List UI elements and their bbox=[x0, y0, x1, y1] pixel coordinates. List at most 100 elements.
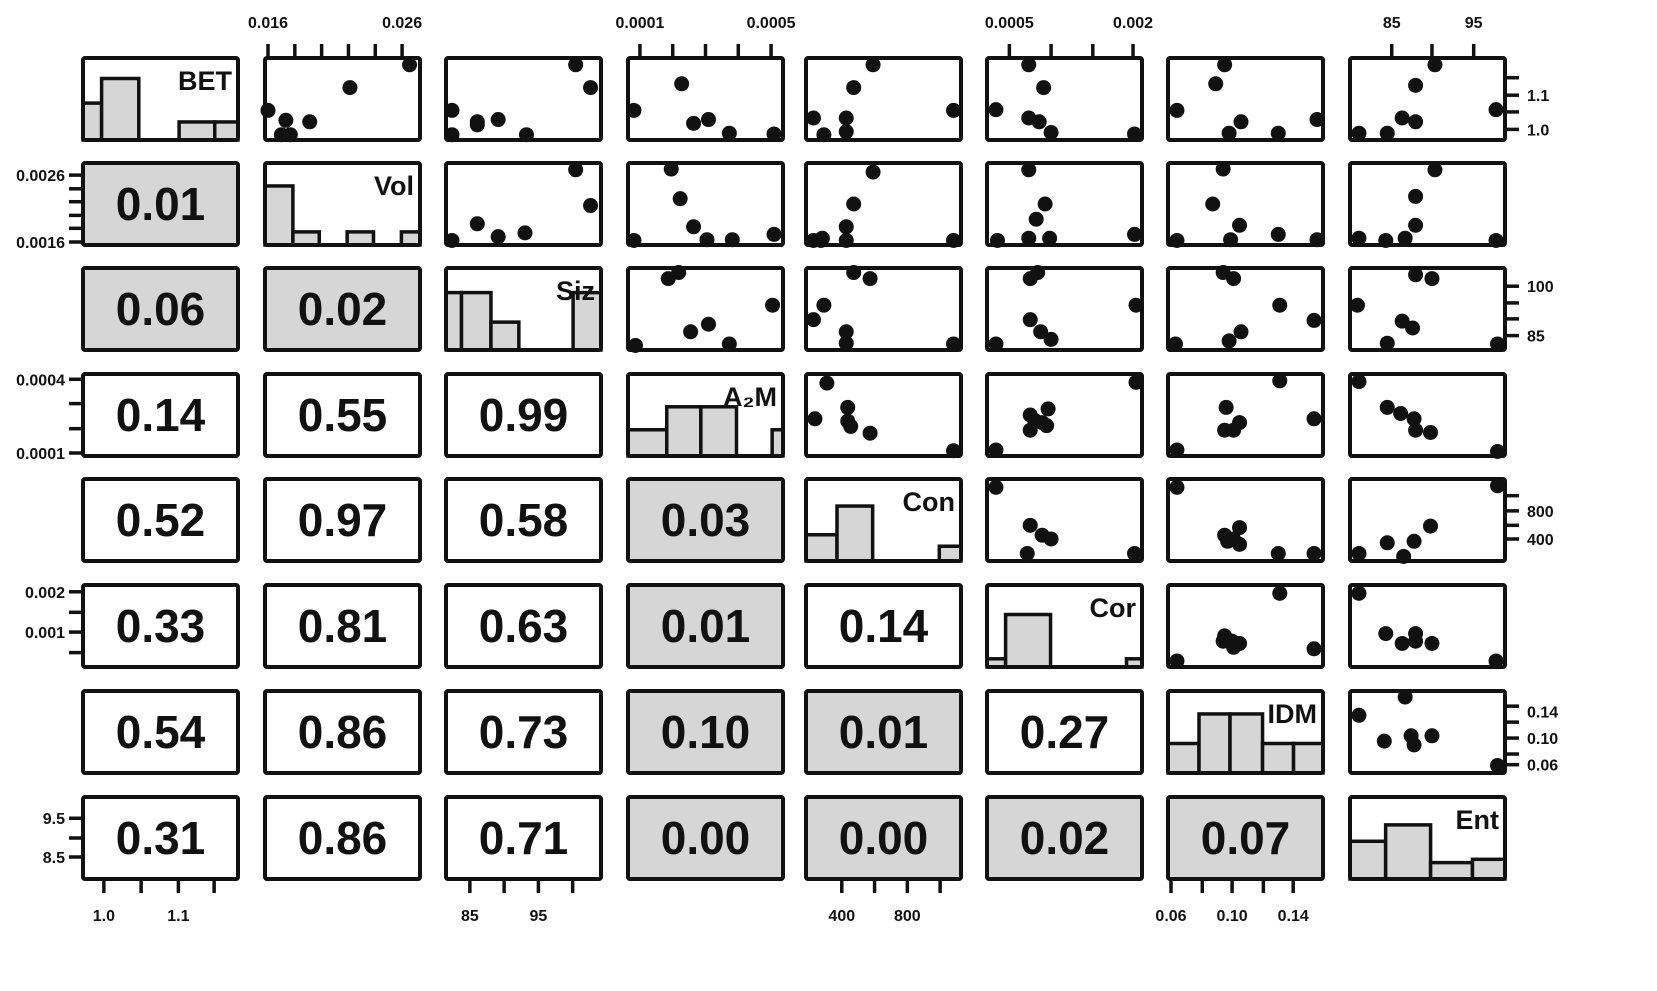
cell-frame bbox=[804, 477, 963, 563]
axis-tick-label: 0.0005 bbox=[747, 15, 796, 32]
pvalue-text: 0.01 bbox=[839, 706, 929, 758]
data-point bbox=[1218, 399, 1234, 415]
data-point bbox=[1427, 57, 1443, 73]
data-point bbox=[683, 324, 699, 340]
scatter-points-A2M-Con bbox=[807, 375, 962, 459]
data-point bbox=[721, 336, 737, 352]
data-point bbox=[1396, 548, 1412, 564]
matrix-cell-BET-Ent bbox=[1348, 56, 1507, 142]
axis-tick-label: 95 bbox=[530, 908, 548, 925]
data-point bbox=[846, 196, 862, 212]
histogram-bar bbox=[1291, 741, 1325, 775]
axis-tick-label: 0.026 bbox=[382, 15, 422, 32]
data-point bbox=[1406, 411, 1422, 427]
data-point bbox=[1232, 415, 1248, 431]
scatter-points-Vol-Ent bbox=[1351, 162, 1504, 248]
axis-tick-label: 0.0001 bbox=[615, 15, 664, 32]
cell-frame bbox=[444, 477, 603, 563]
data-point bbox=[1406, 533, 1422, 549]
matrix-cell-Siz-BET: 0.06 bbox=[81, 266, 240, 352]
variable-label: Ent bbox=[1456, 805, 1500, 835]
data-point bbox=[1169, 653, 1185, 669]
axis-tick-label: 85 bbox=[1527, 329, 1545, 346]
data-point bbox=[840, 399, 856, 415]
cell-frame bbox=[985, 689, 1144, 775]
data-point bbox=[946, 443, 962, 459]
data-point bbox=[626, 102, 642, 118]
data-point bbox=[1306, 312, 1322, 328]
axis-tick-label: 85 bbox=[1383, 15, 1401, 32]
pvalue-cell-bg bbox=[83, 268, 238, 350]
data-point bbox=[627, 337, 643, 353]
variable-label: IDM bbox=[1268, 699, 1318, 729]
scatter-points-BET-A2M bbox=[626, 76, 782, 142]
matrix-cell-Cor-Cor: Cor bbox=[985, 583, 1144, 669]
data-point bbox=[663, 161, 679, 177]
variable-label: Siz bbox=[556, 276, 595, 306]
data-point bbox=[1169, 479, 1185, 495]
scatter-bg bbox=[628, 163, 783, 245]
pvalue-cell-bg bbox=[83, 163, 238, 245]
data-point bbox=[1169, 102, 1185, 118]
scatter-bg bbox=[1350, 163, 1505, 245]
cell-frame bbox=[804, 161, 963, 247]
scatter-points-BET-Con bbox=[805, 57, 962, 143]
data-point bbox=[1272, 297, 1288, 313]
variable-label: Vol bbox=[374, 171, 414, 201]
cell-frame bbox=[626, 795, 785, 881]
data-point bbox=[721, 125, 737, 141]
scatter-bg bbox=[1168, 374, 1323, 456]
data-point bbox=[1427, 162, 1443, 178]
cell-frame bbox=[1166, 372, 1325, 458]
data-point bbox=[1043, 531, 1059, 547]
cell-frame bbox=[626, 266, 785, 352]
pvalue-cell-bg bbox=[265, 374, 420, 456]
data-point bbox=[1379, 335, 1395, 351]
data-point bbox=[402, 57, 418, 73]
data-point bbox=[846, 265, 862, 281]
scatter-points-A2M-Ent bbox=[1351, 374, 1506, 459]
matrix-cell-IDM-Con: 0.01 bbox=[804, 689, 963, 775]
pvalue-text: 0.86 bbox=[298, 706, 388, 758]
data-point bbox=[517, 225, 533, 241]
data-point bbox=[1309, 232, 1325, 248]
data-point bbox=[1424, 728, 1440, 744]
axis-tick-label: 0.06 bbox=[1155, 908, 1186, 925]
data-point bbox=[1208, 76, 1224, 92]
pvalue-text: 0.07 bbox=[1201, 812, 1291, 864]
cell-frame bbox=[1348, 56, 1507, 142]
pvalue-cell-bg bbox=[265, 691, 420, 773]
data-point bbox=[988, 336, 1004, 352]
cell-frame bbox=[444, 795, 603, 881]
scatter-points-Vol-Siz bbox=[444, 162, 599, 248]
cell-frame bbox=[444, 583, 603, 669]
cell-frame bbox=[1348, 583, 1507, 669]
data-point bbox=[1351, 230, 1367, 246]
data-point bbox=[1394, 635, 1410, 651]
cell-frame bbox=[626, 372, 785, 458]
scatter-points-Vol-A2M bbox=[626, 161, 782, 248]
scatter-points-Vol-Con bbox=[805, 164, 962, 248]
scatter-bg bbox=[806, 268, 961, 350]
cell-frame bbox=[263, 477, 422, 563]
pvalue-cell-bg bbox=[987, 691, 1142, 773]
scatter-points-Con-Ent bbox=[1351, 478, 1506, 564]
data-point bbox=[1408, 267, 1424, 283]
data-point bbox=[700, 316, 716, 332]
data-point bbox=[1490, 336, 1506, 352]
axis-tick-label: 0.0026 bbox=[16, 168, 65, 185]
data-point bbox=[988, 102, 1004, 118]
data-point bbox=[1306, 411, 1322, 427]
variable-label: Con bbox=[903, 487, 955, 517]
matrix-cell-Vol-IDM bbox=[1166, 161, 1325, 247]
matrix-cell-Cor-Vol: 0.81 bbox=[263, 583, 422, 669]
data-point bbox=[568, 57, 584, 73]
histogram-bar bbox=[263, 184, 295, 247]
data-point bbox=[1232, 536, 1248, 552]
pvalue-text: 0.06 bbox=[116, 283, 206, 335]
matrix-axes: 0.016 0.026 0.0001 0.0005 0.0005 0.002 85 95 1.0… bbox=[16, 15, 1558, 925]
data-point bbox=[1040, 401, 1056, 417]
data-point bbox=[1169, 442, 1185, 458]
data-point bbox=[1351, 374, 1367, 390]
data-point bbox=[518, 127, 534, 143]
